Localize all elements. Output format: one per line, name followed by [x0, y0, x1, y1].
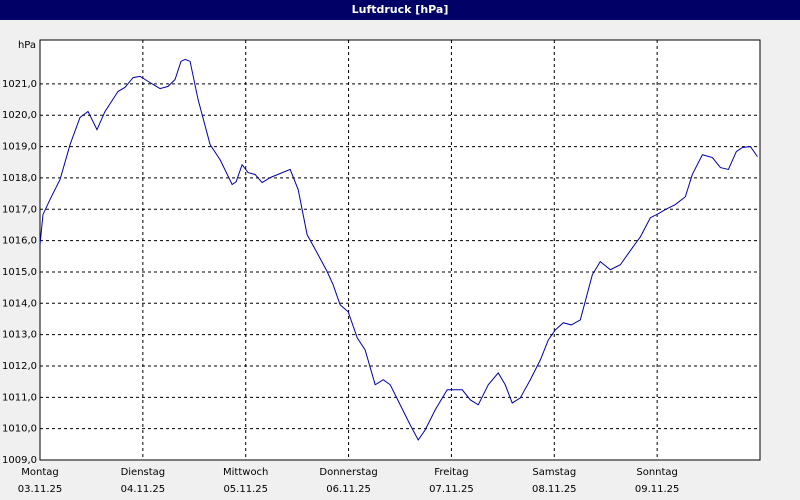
x-tick-date: 04.11.25: [121, 484, 166, 495]
y-tick-label: 1011,0: [2, 392, 37, 403]
x-tick-label: Dienstag: [121, 467, 166, 478]
y-tick-label: 1009,0: [2, 455, 37, 466]
y-tick-label: 1010,0: [2, 424, 37, 435]
y-tick-label: 1015,0: [2, 267, 37, 278]
x-tick-date: 05.11.25: [223, 484, 268, 495]
y-tick-label: 1012,0: [2, 361, 37, 372]
y-tick-label: 1014,0: [2, 298, 37, 309]
y-tick-label: 1020,0: [2, 110, 37, 121]
title-bar: [0, 0, 800, 20]
y-axis-label: hPa: [18, 40, 36, 51]
plot-area: [40, 40, 760, 460]
x-tick-date: 03.11.25: [18, 484, 63, 495]
x-tick-date: 08.11.25: [532, 484, 577, 495]
x-tick-label: Samstag: [532, 467, 576, 478]
x-tick-label: Donnerstag: [319, 467, 377, 478]
x-tick-label: Freitag: [434, 467, 468, 478]
chart-title: Luftdruck [hPa]: [352, 3, 449, 16]
x-tick-date: 07.11.25: [429, 484, 474, 495]
plot-border: [39, 39, 761, 461]
y-tick-label: 1016,0: [2, 236, 37, 247]
x-tick-label: Mittwoch: [223, 467, 268, 478]
y-tick-label: 1017,0: [2, 204, 37, 215]
y-tick-label: 1019,0: [2, 142, 37, 153]
y-tick-label: 1021,0: [2, 79, 37, 90]
y-tick-label: 1013,0: [2, 330, 37, 341]
x-tick-label: Montag: [21, 467, 58, 478]
y-tick-label: 1018,0: [2, 173, 37, 184]
x-tick-label: Sonntag: [636, 467, 678, 478]
x-tick-date: 06.11.25: [326, 484, 371, 495]
x-tick-date: 09.11.25: [635, 484, 680, 495]
data-line: [39, 58, 758, 441]
